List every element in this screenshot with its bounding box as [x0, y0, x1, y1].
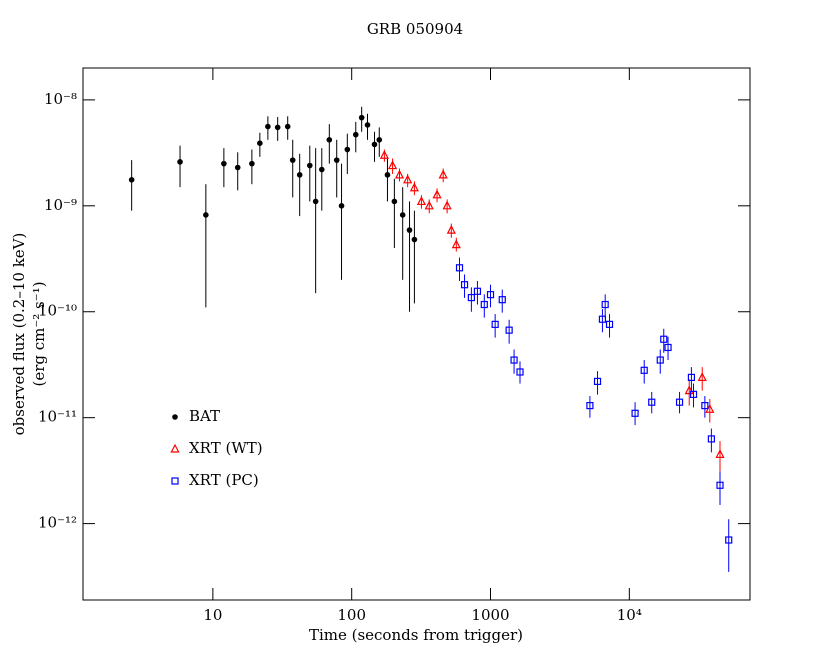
point [379, 149, 389, 159]
point [491, 320, 499, 328]
point [586, 402, 594, 410]
y-tick-label: 10⁻¹¹ [38, 408, 77, 426]
point [697, 372, 707, 381]
x-tick-label: 1000 [471, 606, 509, 624]
point [289, 157, 296, 163]
point [221, 160, 227, 167]
point [344, 146, 351, 153]
point [601, 300, 609, 309]
point [716, 481, 724, 489]
point [725, 536, 733, 544]
point [306, 162, 313, 169]
point [640, 366, 648, 374]
point [203, 212, 209, 218]
y-axis-label: observed flux (0.2–10 keV) [10, 233, 28, 436]
point [446, 224, 456, 234]
point [516, 368, 524, 376]
point [451, 239, 461, 249]
point [284, 123, 291, 130]
point [593, 377, 602, 385]
point [296, 172, 303, 178]
point [338, 203, 345, 209]
point [416, 196, 427, 206]
point [715, 449, 725, 459]
point [664, 343, 672, 352]
point [648, 398, 656, 406]
point [177, 159, 183, 165]
point [376, 136, 383, 143]
x-tick-label: 10⁴ [617, 606, 642, 624]
point [687, 373, 696, 381]
point [391, 198, 398, 205]
legend-label: XRT (WT) [189, 439, 263, 457]
point [265, 123, 271, 130]
x-axis-label: Time (seconds from trigger) [309, 626, 523, 644]
point [480, 300, 488, 309]
point [510, 356, 518, 364]
point [467, 293, 475, 302]
point [631, 409, 639, 417]
legend-label: BAT [189, 407, 220, 425]
point [387, 160, 398, 170]
point [486, 291, 495, 299]
point [707, 435, 715, 443]
point [411, 236, 418, 243]
y-tick-label: 10⁻⁸ [44, 90, 77, 108]
chart-title: GRB 050904 [367, 20, 463, 38]
point [689, 390, 698, 398]
point [505, 326, 513, 334]
point [364, 122, 371, 128]
y-tick-label: 10⁻¹² [38, 514, 77, 532]
point [675, 398, 684, 406]
legend-marker [170, 443, 180, 453]
point [274, 124, 281, 131]
point [249, 160, 255, 167]
point [455, 264, 464, 272]
point [660, 335, 668, 343]
point [498, 296, 506, 304]
point [598, 315, 607, 323]
point [656, 356, 664, 364]
point [318, 166, 325, 173]
point [432, 189, 442, 199]
point [605, 320, 614, 328]
point [312, 198, 319, 205]
y-axis-label: (erg cm⁻² s⁻¹) [30, 281, 48, 386]
point [460, 281, 469, 289]
point [384, 172, 391, 178]
point [234, 164, 241, 171]
y-tick-label: 10⁻¹⁰ [38, 302, 77, 320]
point [358, 114, 365, 121]
y-tick-label: 10⁻⁹ [44, 196, 77, 214]
point [326, 136, 333, 143]
point [409, 182, 419, 192]
legend-label: XRT (PC) [189, 471, 259, 489]
point [128, 177, 135, 183]
x-tick-label: 10 [203, 606, 222, 624]
point [352, 131, 359, 138]
point [438, 169, 448, 179]
point [701, 402, 709, 410]
point [399, 212, 406, 218]
point [371, 141, 378, 148]
point [333, 157, 340, 163]
point [424, 200, 434, 210]
plot-frame [82, 67, 751, 601]
legend-marker [172, 414, 178, 420]
point [442, 200, 452, 210]
point [257, 140, 263, 147]
x-tick-label: 100 [337, 606, 366, 624]
legend-marker [171, 477, 179, 485]
point [403, 174, 413, 184]
point [473, 287, 482, 295]
point [406, 227, 413, 233]
point [394, 169, 405, 179]
